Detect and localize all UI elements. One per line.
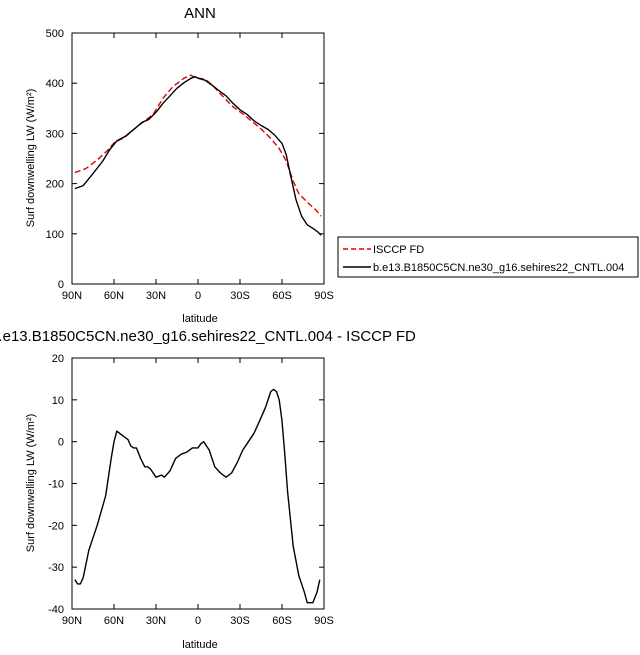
y-tick-label: 200 (46, 179, 64, 191)
y-tick-label: 300 (46, 128, 64, 140)
top-y-axis-label: Surf downwelling LW (W/m²) (25, 89, 37, 228)
top-plot-frame (71, 32, 325, 285)
series-line-0 (74, 388, 321, 604)
top-x-axis-label: latitude (182, 313, 217, 325)
y-tick-label: 500 (46, 28, 64, 40)
bottom-x-axis-label: latitude (182, 639, 217, 651)
legend-box (337, 236, 639, 278)
x-tick-label: 90S (314, 615, 334, 627)
bottom-plot-frame (71, 357, 325, 610)
top-chart-title: ANN (184, 5, 216, 22)
x-tick-label: 90N (62, 290, 82, 302)
legend: ISCCP FD b.e13.B1850C5CN.ne30_g16.sehire… (337, 236, 639, 278)
x-tick-label: 30S (230, 290, 250, 302)
bottom-y-axis-label: Surf downwelling LW (W/m²) (25, 414, 37, 553)
x-tick-label: 90N (62, 615, 82, 627)
legend-entry-model: b.e13.B1850C5CN.ne30_g16.sehires22_CNTL.… (373, 262, 624, 274)
x-tick-label: 30N (146, 615, 166, 627)
y-tick-label: -10 (48, 479, 64, 491)
x-tick-label: 30N (146, 290, 166, 302)
x-tick-label: 60S (272, 290, 292, 302)
y-tick-label: 100 (46, 229, 64, 241)
bottom-series-group (74, 388, 321, 604)
x-tick-label: 60S (272, 615, 292, 627)
x-tick-label: 0 (195, 615, 201, 627)
bottom-panel: b.e13.B1850C5CN.ne30_g16.sehires22_CNTL.… (0, 328, 416, 651)
x-tick-label: 0 (195, 290, 201, 302)
y-tick-label: -20 (48, 520, 64, 532)
y-tick-label: -40 (48, 604, 64, 616)
y-tick-label: 10 (52, 395, 64, 407)
x-tick-label: 60N (104, 615, 124, 627)
top-axis-ticks: 90N 60N 30N 0 30S 60S 90S 0 100 200 300 400 500 (46, 28, 334, 302)
x-tick-label: 30S (230, 615, 250, 627)
series-line-0 (74, 74, 322, 217)
top-series-group (74, 74, 322, 236)
y-tick-label: 400 (46, 78, 64, 90)
y-tick-label: 0 (58, 437, 64, 449)
y-tick-label: 0 (58, 279, 64, 291)
legend-entry-isccp: ISCCP FD (373, 244, 424, 256)
bottom-axis-ticks: 90N 60N 30N 0 30S 60S 90S -40 -30 -20 -10 0 10 20 (48, 353, 334, 627)
x-tick-label: 90S (314, 290, 334, 302)
bottom-chart-title: b.e13.B1850C5CN.ne30_g16.sehires22_CNTL.… (0, 328, 416, 345)
y-tick-label: -30 (48, 562, 64, 574)
x-tick-label: 60N (104, 290, 124, 302)
top-panel: ANN 90N 60N 30N 0 30S 60S 90S0100200300400500 … (25, 5, 334, 325)
series-line-1 (74, 75, 322, 236)
y-tick-label: 20 (52, 353, 64, 365)
